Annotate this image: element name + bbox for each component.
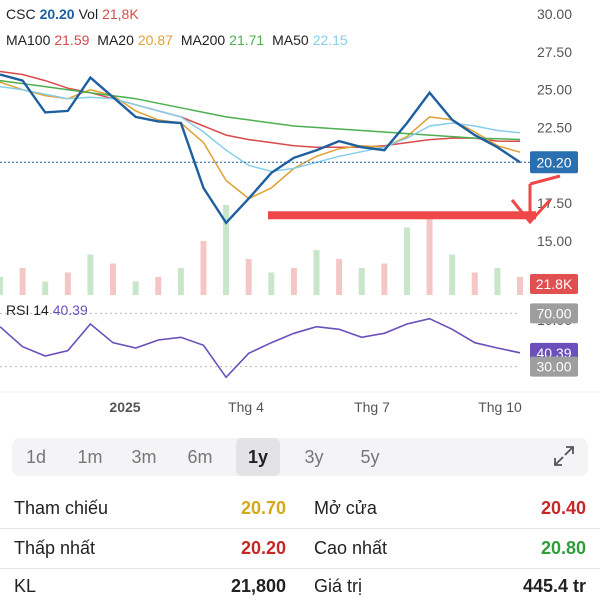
expand-icon[interactable] bbox=[552, 444, 576, 468]
stats-divider-1 bbox=[0, 528, 600, 529]
volume-bar bbox=[471, 272, 478, 295]
ma100-label: MA100 bbox=[6, 32, 51, 48]
volume-bar bbox=[494, 268, 501, 295]
stat-mo-cua: Mở cửa 20.40 bbox=[314, 498, 586, 522]
vol-label: Vol bbox=[78, 6, 99, 22]
volume-bar bbox=[426, 214, 433, 295]
gia-tri-label: Giá trị bbox=[314, 576, 363, 596]
volume-bar bbox=[223, 205, 230, 295]
stats-divider-2 bbox=[0, 568, 600, 569]
price-tick-label: 17.50 bbox=[537, 195, 572, 211]
ma50-value: 22.15 bbox=[312, 32, 348, 48]
volume-bar bbox=[87, 254, 94, 295]
price-tick-label: 15.00 bbox=[537, 233, 572, 249]
tab-3m[interactable]: 3m bbox=[131, 447, 157, 467]
tab-6m[interactable]: 6m bbox=[187, 447, 213, 467]
ma20-label: MA20 bbox=[97, 32, 134, 48]
rsi-lower-badge bbox=[530, 356, 578, 377]
rsi-lower-badge-text: 30.00 bbox=[536, 359, 571, 375]
stat-tham-chieu: Tham chiếu 20.70 bbox=[14, 498, 286, 522]
x-tick-label: 2025 bbox=[109, 399, 140, 415]
price-tick-label: 25.00 bbox=[537, 82, 572, 98]
volume-bar bbox=[155, 277, 162, 295]
series-line-csc bbox=[0, 73, 521, 225]
timeframe-tabs: 1d 1m 3m 6m 1y 3y 5y bbox=[12, 438, 588, 476]
tham-chieu-label: Tham chiếu bbox=[14, 498, 109, 518]
kl-label: KL bbox=[14, 576, 37, 596]
ma-legend: MA100 21.59 MA20 20.87 MA200 21.71 MA50 22.1… bbox=[6, 32, 352, 48]
price-tick-label: 30.00 bbox=[537, 6, 572, 22]
x-tick-label: Thg 4 bbox=[228, 399, 264, 415]
x-tick-label: Thg 10 bbox=[478, 399, 522, 415]
price-label: 20.20 bbox=[39, 6, 75, 22]
tab-3y[interactable]: 3y bbox=[304, 447, 324, 467]
price-chart[interactable]: 30.00 27.50 25.00 22.50 17.50 15.00 20.20 21.8K… bbox=[0, 0, 600, 430]
rsi-upper-badge bbox=[530, 303, 578, 324]
thap-nhat-value: 20.20 bbox=[240, 538, 286, 558]
ma20-value: 20.87 bbox=[137, 32, 173, 48]
rsi-label: RSI 14 bbox=[6, 302, 49, 318]
volume-bar bbox=[358, 268, 365, 295]
ma200-label: MA200 bbox=[180, 32, 226, 48]
volume-bar bbox=[0, 277, 3, 295]
x-tick-label: Thg 7 bbox=[354, 399, 390, 415]
volume-bar bbox=[381, 263, 388, 295]
chart-canvas[interactable]: 30.00 27.50 25.00 22.50 17.50 15.00 20.20 21.8K… bbox=[0, 0, 600, 430]
ma200-value: 21.71 bbox=[229, 32, 265, 48]
volume-bar bbox=[132, 281, 139, 295]
volume-bar bbox=[268, 272, 275, 295]
thap-nhat-label: Thấp nhất bbox=[14, 538, 96, 558]
tab-5y[interactable]: 5y bbox=[360, 447, 380, 467]
volume-bar bbox=[449, 254, 456, 295]
volume-bar bbox=[110, 263, 117, 295]
volume-bar bbox=[245, 259, 252, 295]
volume-bar bbox=[177, 268, 184, 295]
rsi-legend: RSI 14 40.39 bbox=[6, 302, 88, 318]
tab-1y[interactable]: 1y bbox=[236, 438, 280, 476]
stat-gia-tri: Giá trị 445.4 tr bbox=[314, 576, 586, 600]
series-line-ma20 bbox=[0, 81, 521, 200]
vol-value: 21,8K bbox=[102, 6, 139, 22]
mo-cua-label: Mở cửa bbox=[314, 498, 377, 518]
cao-nhat-label: Cao nhất bbox=[314, 538, 388, 558]
ma50-label: MA50 bbox=[272, 32, 309, 48]
stat-kl: KL 21,800 bbox=[14, 576, 286, 600]
price-legend: CSC 20.20 Vol 21,8K bbox=[6, 6, 143, 22]
volume-bar bbox=[403, 227, 410, 295]
symbol-label: CSC bbox=[6, 6, 36, 22]
kl-value: 21,800 bbox=[230, 576, 286, 596]
current-price-badge-text: 20.20 bbox=[536, 154, 571, 170]
cao-nhat-value: 20.80 bbox=[540, 538, 586, 558]
rsi-value: 40.39 bbox=[52, 302, 88, 318]
annotation-line bbox=[268, 211, 536, 220]
rsi-upper-badge-text: 70.00 bbox=[536, 305, 571, 321]
gia-tri-value: 445.4 tr bbox=[522, 576, 586, 596]
tham-chieu-value: 20.70 bbox=[240, 498, 286, 518]
mo-cua-value: 20.40 bbox=[540, 498, 586, 518]
volume-bar bbox=[64, 272, 71, 295]
volume-badge-text: 21.8K bbox=[536, 276, 573, 292]
volume-bar bbox=[19, 268, 26, 295]
price-tick-label: 27.50 bbox=[537, 44, 572, 60]
stat-thap-nhat: Thấp nhất 20.20 bbox=[14, 538, 286, 562]
price-tick-label: 22.50 bbox=[537, 120, 572, 136]
volume-bar bbox=[200, 241, 207, 295]
rsi-line bbox=[0, 317, 521, 379]
volume-bar bbox=[290, 268, 297, 295]
volume-badge bbox=[530, 274, 578, 294]
tab-1m[interactable]: 1m bbox=[77, 447, 103, 467]
volume-bar bbox=[313, 250, 320, 295]
series-line-ma200 bbox=[0, 79, 521, 141]
ma100-value: 21.59 bbox=[54, 32, 90, 48]
annotation-arrow bbox=[510, 174, 561, 225]
tab-1d[interactable]: 1d bbox=[25, 447, 47, 467]
volume-bar bbox=[517, 277, 523, 295]
volume-bar bbox=[336, 259, 343, 295]
series-line-ma50 bbox=[0, 85, 521, 173]
stat-cao-nhat: Cao nhất 20.80 bbox=[314, 538, 586, 562]
current-price-badge bbox=[530, 151, 578, 174]
volume-bar bbox=[42, 281, 49, 295]
